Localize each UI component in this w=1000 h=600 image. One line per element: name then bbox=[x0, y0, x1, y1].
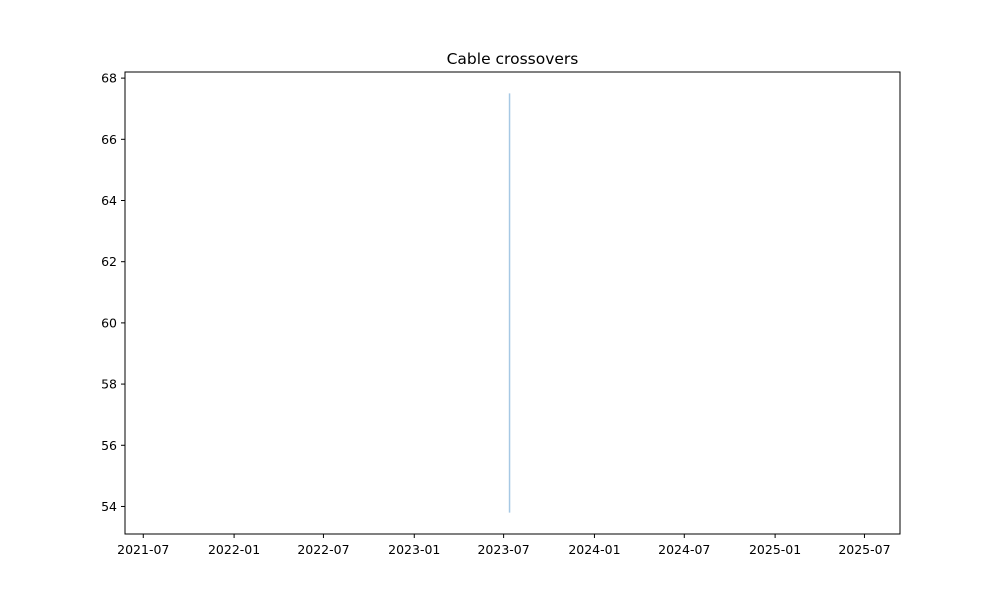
y-tick-label: 64 bbox=[101, 193, 117, 208]
x-tick-label: 2023-07 bbox=[477, 542, 529, 557]
x-tick-label: 2021-07 bbox=[117, 542, 169, 557]
y-tick-label: 60 bbox=[101, 315, 117, 330]
y-tick-label: 54 bbox=[101, 499, 117, 514]
y-tick-label: 68 bbox=[101, 71, 117, 86]
y-tick-label: 56 bbox=[101, 438, 117, 453]
y-tick-label: 66 bbox=[101, 132, 117, 147]
y-tick-label: 62 bbox=[101, 254, 117, 269]
y-axis: 54 56 58 60 62 64 66 68 bbox=[101, 71, 125, 514]
x-tick-label: 2023-01 bbox=[388, 542, 440, 557]
y-tick-label: 58 bbox=[101, 377, 117, 392]
x-axis: 2021-07 2022-01 2022-07 2023-01 2023-07 2024-… bbox=[117, 534, 891, 557]
chart-title: Cable crossovers bbox=[447, 50, 579, 68]
x-tick-label: 2022-07 bbox=[297, 542, 349, 557]
x-tick-label: 2024-07 bbox=[658, 542, 710, 557]
x-tick-label: 2025-01 bbox=[749, 542, 801, 557]
x-tick-label: 2024-01 bbox=[568, 542, 620, 557]
x-tick-label: 2025-07 bbox=[838, 542, 890, 557]
plot-frame bbox=[124, 71, 901, 535]
x-tick-label: 2022-01 bbox=[208, 542, 260, 557]
